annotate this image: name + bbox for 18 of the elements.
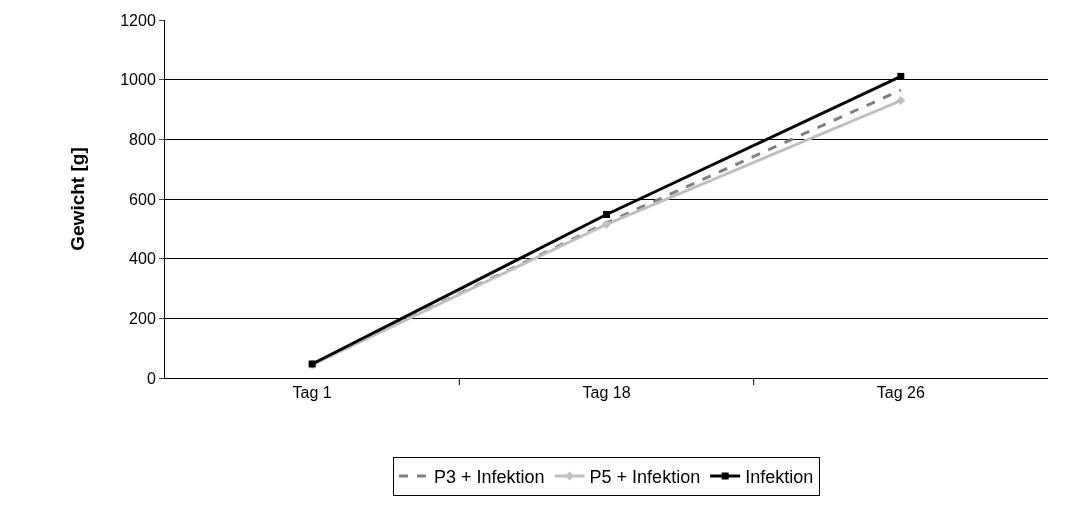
y-tick-label: 800 xyxy=(129,130,156,148)
y-tick-label: 200 xyxy=(129,309,156,327)
legend-label: P5 + Infektion xyxy=(589,466,701,487)
y-tick-label: 1000 xyxy=(120,71,156,89)
y-tick-label: 0 xyxy=(146,369,156,387)
legend-label: P3 + Infektion xyxy=(434,466,545,487)
x-tick-label: Tag 18 xyxy=(582,384,631,402)
y-tick-label: 600 xyxy=(129,190,156,208)
point xyxy=(601,219,612,229)
legend-label: Infektion xyxy=(745,466,814,487)
y-tick-label: 1200 xyxy=(120,11,156,29)
y-axis-title: Gewicht [g] xyxy=(67,147,89,251)
point xyxy=(896,96,906,106)
point xyxy=(603,211,610,219)
point xyxy=(897,72,905,80)
y-tick-label: 400 xyxy=(129,250,156,268)
x-tick-label: Tag 26 xyxy=(876,384,925,402)
x-tick-label: Tag 1 xyxy=(292,384,332,402)
